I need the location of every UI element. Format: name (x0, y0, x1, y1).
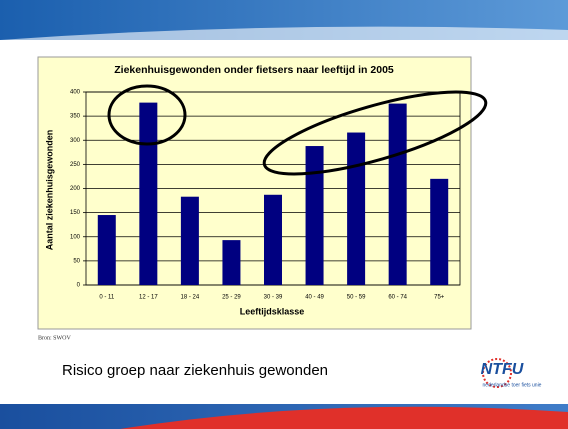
bar (97, 215, 116, 285)
bar (347, 132, 366, 285)
chart-title: Ziekenhuisgewonden onder fietsers naar l… (114, 64, 394, 76)
top-curve (0, 26, 568, 40)
x-tick-label: 18 - 24 (181, 295, 200, 301)
x-tick-label: 0 - 11 (99, 295, 115, 301)
logo-tagline: nederlandse toer fiets unie (483, 382, 542, 388)
highlight-ellipse (107, 84, 187, 146)
x-tick-label: 75+ (434, 295, 445, 301)
x-tick-label: 12 - 17 (139, 295, 158, 301)
x-tick-label: 40 - 49 (305, 295, 324, 301)
x-tick-label: 25 - 29 (222, 295, 241, 301)
bar (305, 146, 324, 285)
bar (264, 194, 282, 285)
y-tick-label: 200 (70, 186, 81, 192)
y-tick-label: 100 (70, 234, 81, 240)
y-tick-label: 250 (70, 162, 81, 168)
x-axis-label: Leeftijdsklasse (240, 306, 305, 316)
x-tick-label: 60 - 74 (388, 295, 407, 301)
y-tick-label: 300 (70, 138, 81, 144)
bar (180, 196, 199, 285)
bar (388, 103, 407, 285)
logo-ring (482, 358, 512, 388)
logo-name: NTFU (481, 361, 524, 378)
bar (222, 240, 241, 285)
y-axis-label: Aantal ziekenhuisgewonden (44, 130, 54, 251)
y-tick-label: 0 (77, 283, 81, 289)
source: Bron: SWOV (38, 335, 72, 341)
y-tick-label: 50 (73, 258, 80, 264)
y-tick-label: 150 (70, 210, 81, 216)
bar (430, 178, 449, 285)
x-tick-label: 30 - 39 (264, 295, 283, 301)
x-tick-label: 50 - 59 (347, 295, 366, 301)
y-tick-label: 400 (70, 90, 81, 96)
highlight-ellipse (262, 90, 488, 176)
y-tick-label: 350 (70, 114, 81, 120)
bar (139, 102, 158, 286)
bottom-swoosh (120, 406, 568, 429)
caption: Risico groep naar ziekenhuis gewonden (62, 362, 328, 379)
